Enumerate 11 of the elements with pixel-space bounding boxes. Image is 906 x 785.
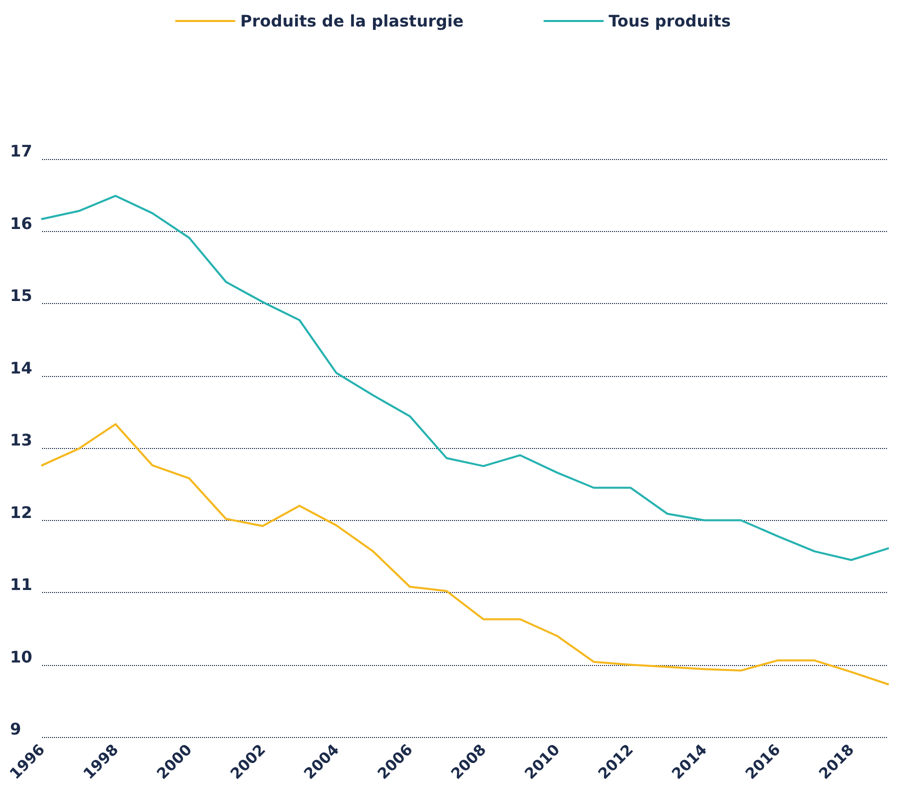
y-tick-label: 15	[10, 286, 32, 305]
y-tick-label: 17	[10, 142, 32, 160]
y-tick-label: 12	[10, 502, 32, 522]
y-tick-label: 16	[10, 214, 32, 233]
y-tick-label: 9	[10, 720, 22, 738]
legend-label: Produits de la plasturgie	[240, 12, 464, 30]
y-tick-label: 13	[10, 430, 32, 450]
y-tick-label: 11	[10, 575, 32, 594]
y-tick-label: 10	[10, 647, 32, 666]
legend-label: Tous produits	[608, 12, 731, 30]
y-tick-label: 14	[10, 358, 32, 378]
